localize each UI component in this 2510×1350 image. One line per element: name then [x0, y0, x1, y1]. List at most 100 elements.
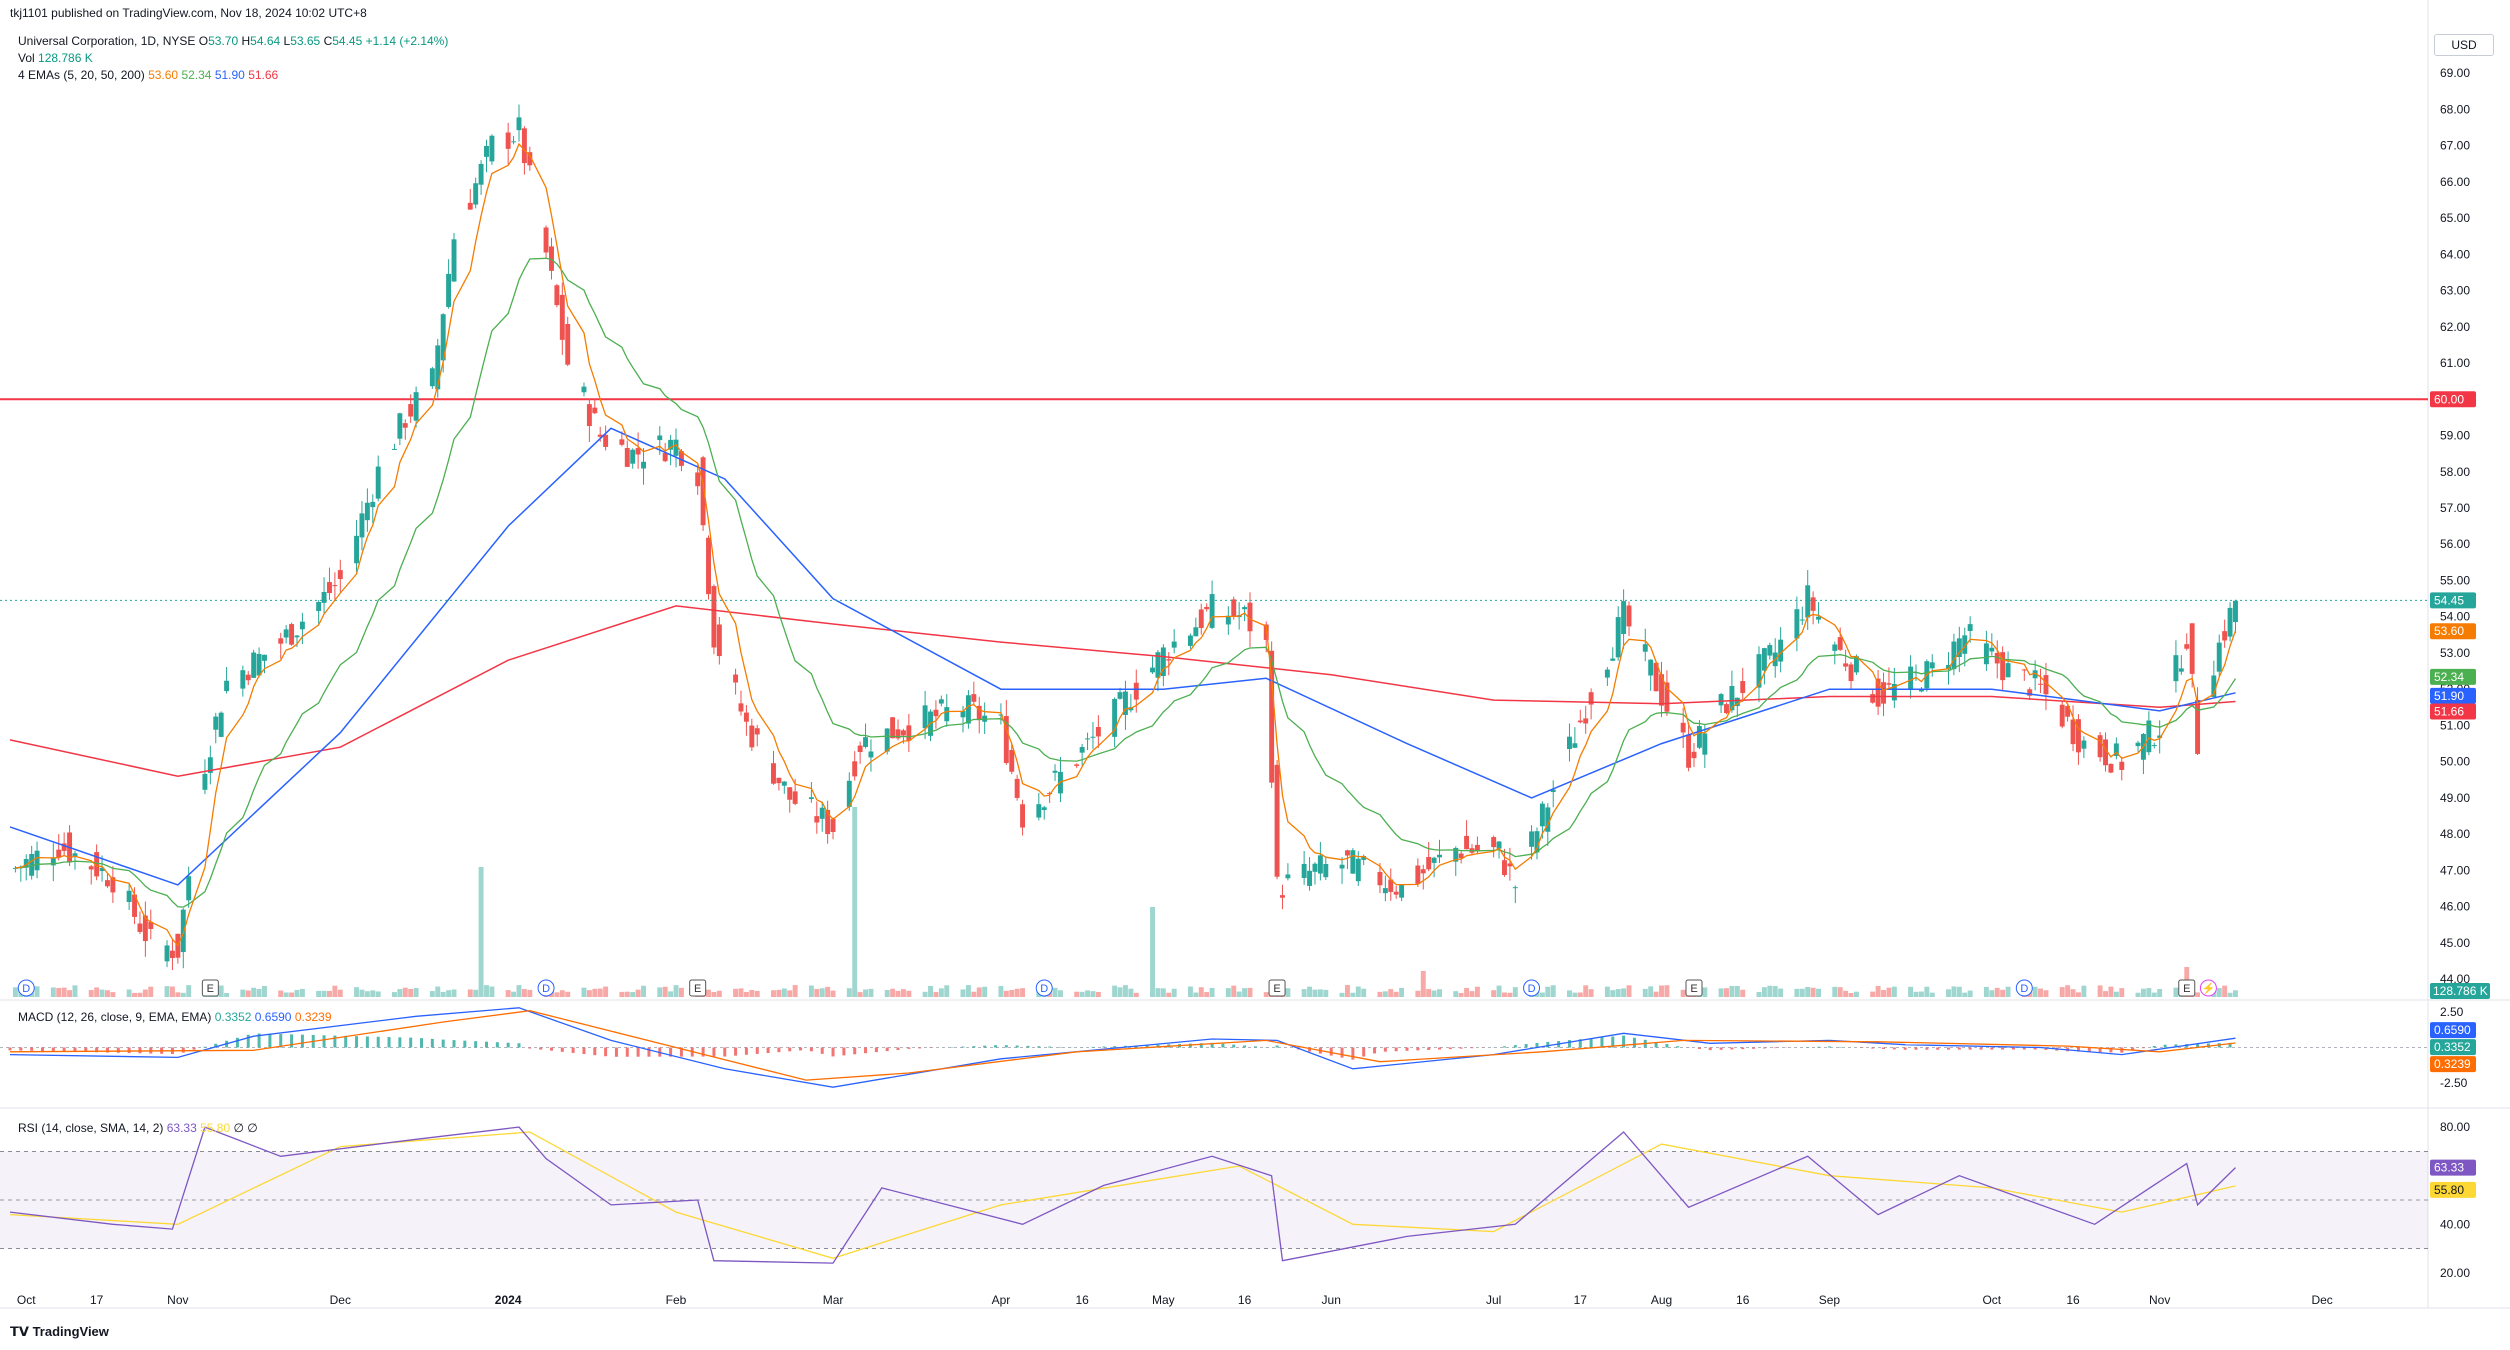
- candle-body: [413, 392, 419, 421]
- rsi-ma-line: [9, 1131, 2236, 1259]
- volume-bar: [592, 988, 598, 997]
- macd-histogram-bar: [1697, 1047, 1701, 1049]
- macd-histogram-bar: [2033, 1047, 2037, 1050]
- time-tick-label: 16: [2066, 1293, 2080, 1307]
- volume-bar: [1491, 990, 1497, 997]
- rsi-axis-label: 55.80: [2434, 1183, 2464, 1197]
- time-tick-label: 17: [1574, 1293, 1588, 1307]
- volume-bar: [283, 992, 289, 997]
- candle-body: [1659, 674, 1664, 706]
- volume-bar: [1572, 992, 1578, 997]
- macd-histogram-bar: [1113, 1046, 1117, 1048]
- volume-bar: [218, 985, 224, 997]
- candle-body: [1307, 870, 1313, 886]
- volume-bar: [1648, 986, 1654, 997]
- candle-body: [1474, 844, 1480, 852]
- macd-histogram-bar: [744, 1047, 748, 1055]
- volume-bar: [1967, 990, 1973, 997]
- candle-body: [262, 654, 267, 661]
- ema-label[interactable]: 4 EMAs (5, 20, 50, 200): [18, 68, 145, 82]
- macd-histogram-bar: [1308, 1047, 1312, 1052]
- volume-bar: [484, 985, 489, 997]
- volume-bar: [1058, 990, 1063, 997]
- volume-bar: [2032, 986, 2038, 997]
- volume-spike: [852, 807, 858, 997]
- time-tick-label: Apr: [992, 1293, 1011, 1307]
- macd-histogram-bar: [95, 1047, 99, 1053]
- candle-body: [1837, 637, 1843, 650]
- volume-bar: [998, 986, 1004, 997]
- volume-bar: [1734, 986, 1740, 997]
- candle-body: [1767, 645, 1773, 656]
- candle-body: [429, 368, 435, 387]
- candle-body: [2178, 668, 2184, 672]
- volume-bar: [180, 992, 186, 997]
- price-tick-label: 44.00: [2440, 972, 2470, 986]
- candle-body: [1047, 792, 1053, 794]
- candle-body: [1301, 863, 1307, 879]
- candle-body: [1085, 738, 1091, 740]
- volume-bar: [278, 990, 284, 997]
- macd-histogram-bar: [290, 1034, 294, 1048]
- rsi-axis-label: 63.33: [2434, 1161, 2464, 1175]
- macd-histogram-bar: [734, 1047, 738, 1056]
- candle-body: [364, 502, 370, 521]
- macd-histogram-bar: [1622, 1035, 1626, 1048]
- volume-bar: [29, 992, 35, 997]
- price-tick-label: 47.00: [2440, 863, 2470, 877]
- macd-label[interactable]: MACD (12, 26, close, 9, EMA, EMA): [18, 1010, 212, 1024]
- time-tick-label: Dec: [330, 1293, 351, 1307]
- macd-histogram-bar: [1936, 1047, 1940, 1050]
- ema20-value: 52.34: [181, 68, 212, 82]
- volume-bar: [1361, 988, 1367, 997]
- volume-bar: [1263, 992, 1269, 997]
- volume-bar: [1020, 988, 1026, 997]
- footer-brand[interactable]: 𝗧𝗩 TradingView: [10, 1324, 109, 1340]
- volume-bar: [354, 987, 360, 997]
- symbol-title[interactable]: Universal Corporation, 1D, NYSE: [18, 34, 196, 48]
- candle-body: [738, 703, 744, 712]
- volume-bar: [814, 988, 820, 997]
- candle-body: [1274, 764, 1280, 877]
- candle-body: [635, 448, 641, 455]
- candle-body: [1242, 607, 1248, 610]
- volume-bar: [316, 990, 322, 997]
- macd-histogram-bar: [2109, 1047, 2113, 1053]
- macd-histogram-bar: [1210, 1042, 1214, 1048]
- currency-button[interactable]: USD: [2434, 34, 2494, 56]
- candle-body: [1967, 624, 1973, 632]
- candle-body: [1604, 669, 1610, 678]
- rsi-label[interactable]: RSI (14, close, SMA, 14, 2): [18, 1121, 164, 1135]
- candle-body: [1686, 734, 1692, 768]
- volume-bar: [922, 991, 928, 997]
- volume-bar: [1626, 985, 1632, 997]
- macd-histogram-bar: [799, 1047, 803, 1051]
- volume-bar: [435, 986, 441, 997]
- volume-bar: [2103, 991, 2108, 997]
- candle-body: [1545, 807, 1551, 832]
- candle-body: [1187, 635, 1193, 646]
- candle-body: [1891, 683, 1897, 701]
- volume-bar: [224, 992, 230, 997]
- candle-body: [852, 761, 858, 777]
- candle-body: [1198, 609, 1204, 629]
- volume-bar: [2135, 992, 2141, 997]
- macd-histogram-bar: [1145, 1045, 1149, 1048]
- volume-bar: [1117, 987, 1123, 997]
- candle-body: [1036, 804, 1042, 818]
- candle-body: [884, 728, 890, 752]
- volume-bar: [1507, 992, 1513, 997]
- candle-body: [1539, 803, 1545, 827]
- volume-bar: [1702, 987, 1708, 997]
- candle-body: [1344, 850, 1350, 856]
- candle-body: [2189, 623, 2195, 674]
- macd-histogram-bar: [1871, 1047, 1875, 1049]
- volume-bar: [1431, 990, 1437, 997]
- time-tick-label: Sep: [1819, 1293, 1841, 1307]
- macd-histogram-bar: [1838, 1046, 1842, 1048]
- macd-histogram-bar: [1329, 1047, 1333, 1056]
- macd-axis-label: 0.3352: [2434, 1040, 2471, 1054]
- candle-body: [700, 457, 706, 526]
- macd-histogram-bar: [896, 1047, 900, 1050]
